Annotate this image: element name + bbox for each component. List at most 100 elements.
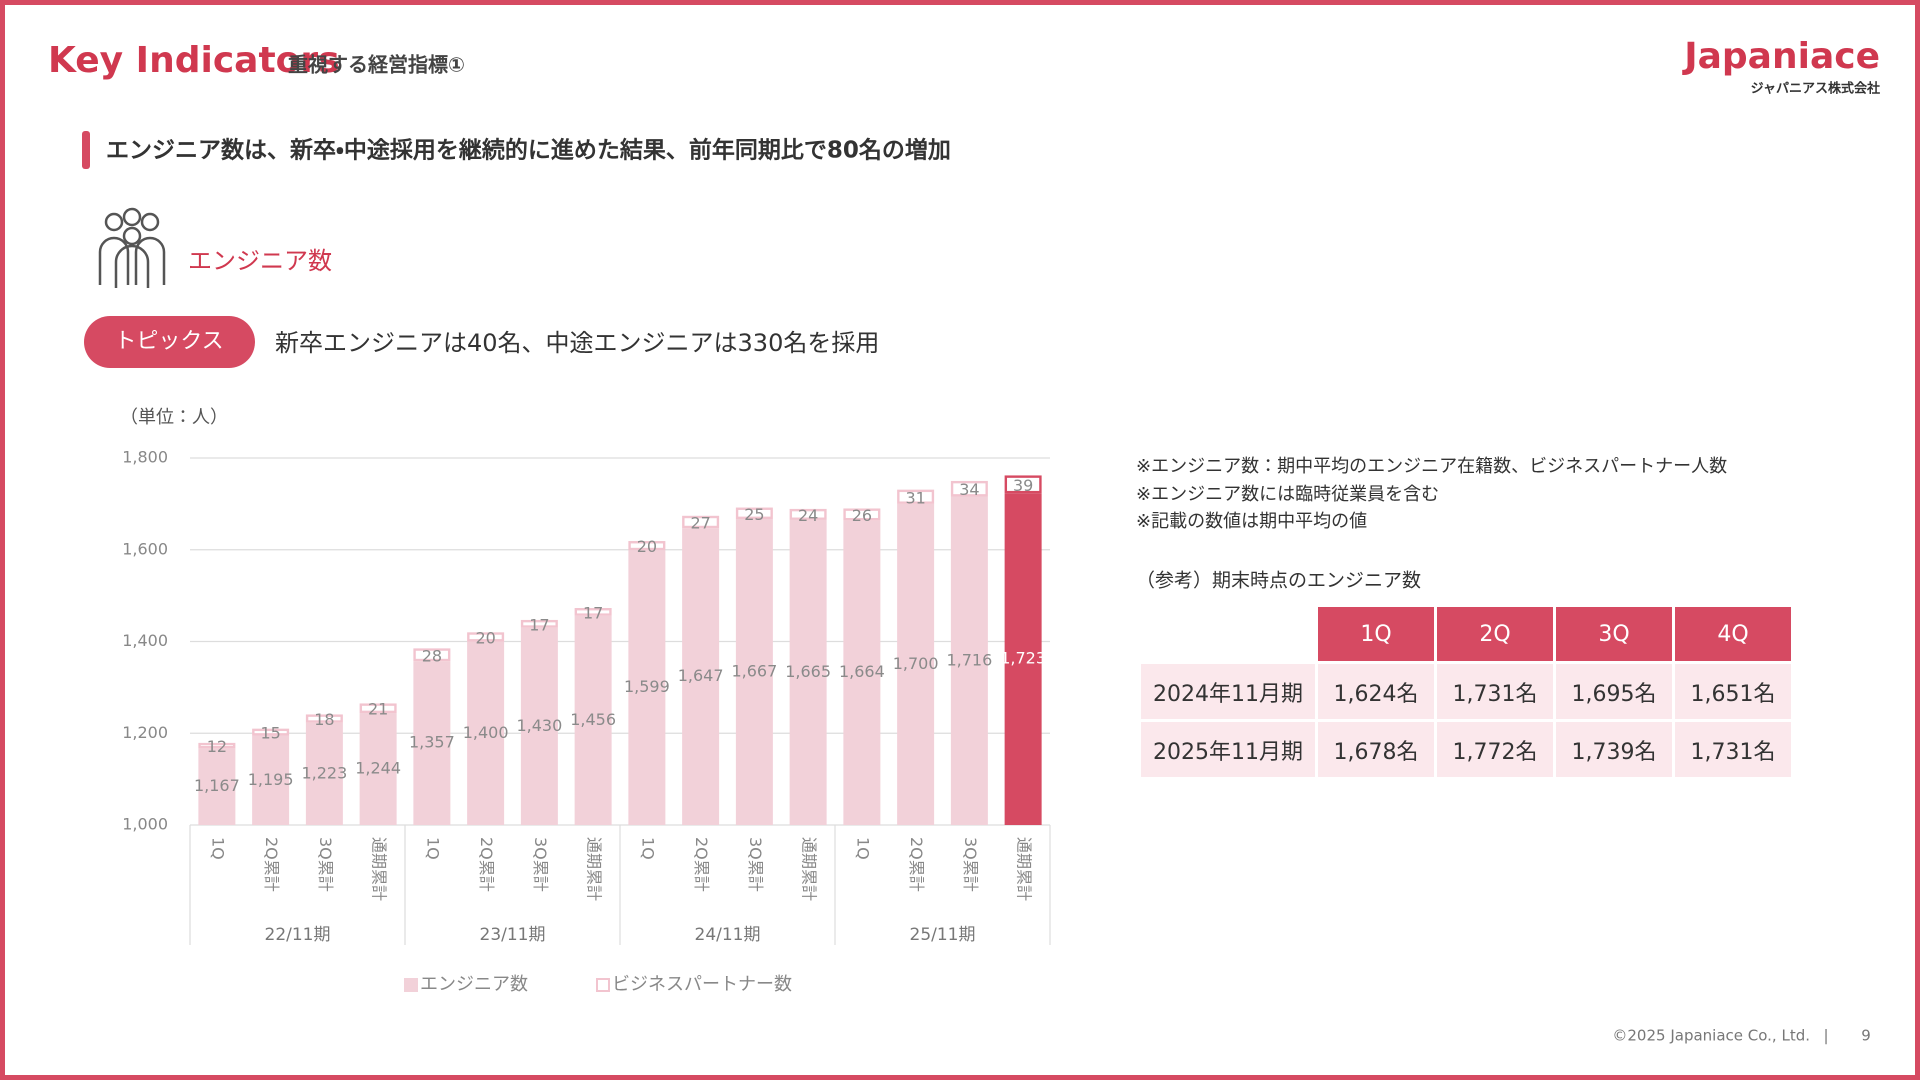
x-tick-label: 通期累計 — [1015, 837, 1034, 901]
logo: Japaniace — [1681, 36, 1880, 77]
group-label: 24/11期 — [695, 925, 761, 945]
bar-partner — [359, 703, 397, 714]
data-label: 1,167 — [194, 776, 240, 795]
data-label: 25 — [744, 505, 764, 524]
bar-engineer — [950, 496, 988, 825]
data-label: 1,223 — [301, 763, 347, 782]
topic-text: 新卒エンジニアは40名、中途エンジニアは330名を採用 — [275, 329, 879, 357]
people-icon — [98, 207, 166, 288]
y-tick-label: 1,200 — [122, 723, 168, 742]
data-label: 24 — [798, 506, 818, 525]
bar-engineer — [628, 550, 666, 825]
x-tick-label: 2Q累計 — [262, 837, 281, 892]
note: ※記載の数値は期中平均の値 — [1136, 511, 1367, 532]
y-tick-label: 1,000 — [122, 815, 168, 834]
data-label: 1,456 — [570, 710, 616, 729]
y-tick-label: 1,800 — [122, 448, 168, 467]
data-label: 1,647 — [678, 666, 724, 685]
topic-tag: トピックス — [114, 329, 223, 354]
slide-title: Key Indicators — [48, 40, 340, 81]
data-label: 18 — [314, 710, 334, 729]
bar-engineer — [413, 661, 451, 825]
cell: 1,651名 — [1675, 664, 1791, 719]
data-label: 26 — [852, 506, 872, 525]
headline: エンジニア数は、新卒・中途採用を継続的に進めた結果、前年同期比で80名の増加 — [106, 137, 951, 164]
bar-partner — [467, 632, 505, 642]
row-label: 2025年11月期 — [1141, 722, 1315, 777]
data-label: 15 — [260, 724, 280, 743]
note: ※エンジニア数には臨時従業員を含む — [1136, 484, 1439, 505]
x-tick-label: 通期累計 — [370, 837, 389, 901]
table-corner — [1141, 607, 1315, 661]
bar-partner — [1004, 475, 1042, 494]
data-label: 1,400 — [463, 723, 509, 742]
data-label: 1,430 — [516, 716, 562, 735]
slide-subtitle: 重視する経営指標① — [288, 53, 465, 77]
data-label: 21 — [368, 700, 388, 719]
data-label: 1,664 — [839, 662, 885, 681]
cell: 1,678名 — [1318, 722, 1434, 777]
group-label: 25/11期 — [910, 925, 976, 945]
cell: 1,731名 — [1437, 664, 1553, 719]
bar-partner — [789, 508, 827, 520]
cell: 1,695名 — [1556, 664, 1672, 719]
bar-partner — [305, 714, 343, 723]
x-tick-label: 1Q — [853, 837, 872, 860]
bar-engineer — [789, 519, 827, 825]
headline-bar — [82, 131, 90, 169]
group-label: 22/11期 — [265, 925, 331, 945]
bar-engineer — [897, 503, 935, 825]
data-label: 28 — [422, 646, 442, 665]
column-header: 2Q — [1437, 607, 1553, 661]
data-label: 1,723 — [1000, 649, 1046, 668]
section-title: エンジニア数 — [188, 247, 332, 275]
data-label: 20 — [475, 628, 495, 647]
data-label: 1,665 — [785, 662, 831, 681]
row-label: 2024年11月期 — [1141, 664, 1315, 719]
y-tick-label: 1,400 — [122, 631, 168, 650]
note: ※エンジニア数：期中平均のエンジニア在籍数、ビジネスパートナー人数 — [1136, 456, 1727, 477]
x-tick-label: 通期累計 — [585, 837, 604, 901]
data-label: 34 — [959, 480, 979, 499]
data-label: 1,357 — [409, 733, 455, 752]
cell: 1,772名 — [1437, 722, 1553, 777]
data-label: 1,195 — [248, 770, 294, 789]
bar-engineer — [574, 615, 612, 825]
x-tick-label: 通期累計 — [800, 837, 819, 901]
bar-engineer — [198, 748, 236, 825]
x-tick-label: 1Q — [638, 837, 657, 860]
column-header: 3Q — [1556, 607, 1672, 661]
legend-swatch — [596, 978, 610, 992]
logo-company: ジャパニアス株式会社 — [1751, 81, 1880, 97]
cell: 1,739名 — [1556, 722, 1672, 777]
data-label: 1,700 — [893, 654, 939, 673]
bar-partner — [198, 742, 236, 749]
bar-engineer — [305, 722, 343, 825]
y-tick-label: 1,600 — [122, 539, 168, 558]
bar-engineer — [520, 627, 558, 825]
group-label: 23/11期 — [480, 925, 546, 945]
legend-label: エンジニア数 — [420, 974, 528, 995]
x-tick-label: 2Q累計 — [692, 837, 711, 892]
bar-engineer — [467, 641, 505, 825]
data-label: 12 — [207, 737, 227, 756]
bar-engineer — [682, 528, 720, 825]
bar-partner — [520, 619, 558, 628]
x-tick-label: 3Q累計 — [316, 837, 335, 892]
data-label: 1,667 — [731, 662, 777, 681]
x-tick-label: 1Q — [423, 837, 442, 860]
x-tick-label: 3Q累計 — [746, 837, 765, 892]
bar-partner — [735, 507, 773, 520]
x-tick-label: 1Q — [208, 837, 227, 860]
footer-separator: | — [1823, 1027, 1828, 1045]
data-label: 17 — [583, 603, 603, 622]
table-row: 2025年11月期 1,678名 1,772名 1,739名 1,731名 — [1141, 722, 1791, 777]
bar-partner — [843, 508, 881, 521]
x-tick-label: 2Q累計 — [907, 837, 926, 892]
table-title: （参考）期末時点のエンジニア数 — [1136, 570, 1421, 592]
topic-pill — [84, 316, 255, 368]
bar-engineer — [735, 519, 773, 825]
copyright: ©2025 Japaniace Co., Ltd. — [1612, 1027, 1810, 1045]
bar-partner — [574, 608, 612, 616]
